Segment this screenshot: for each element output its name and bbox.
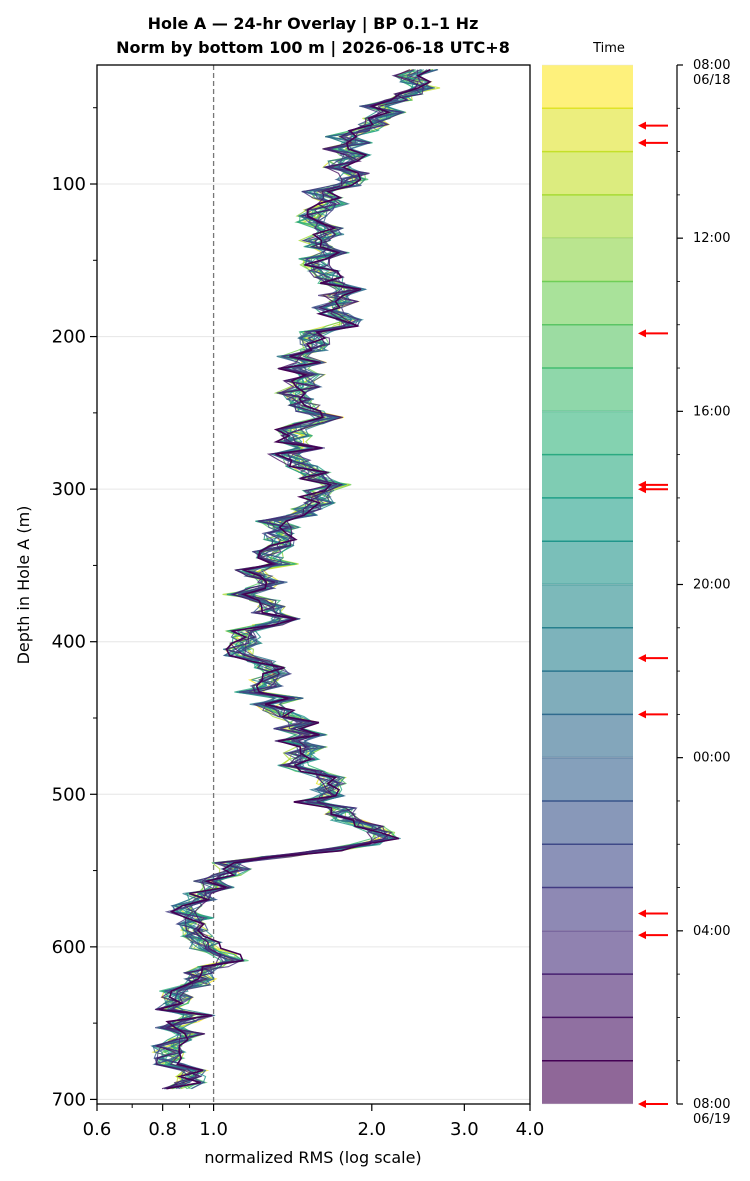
series-line (153, 69, 426, 1090)
plot-frame (96, 64, 531, 1105)
event-arrow-head (638, 329, 646, 338)
colorbar-band (542, 671, 633, 715)
time-tick-label: 20:00 (693, 578, 730, 593)
colorbar-band (542, 714, 633, 758)
colorbar-band (542, 411, 633, 455)
series-line (154, 69, 432, 1090)
colorbar-band (542, 324, 633, 369)
y-tick-label: 300 (52, 479, 86, 500)
time-tick-label: 12:00 (693, 231, 730, 246)
event-arrow-head (638, 909, 646, 918)
time-tick-label: 00:00 (693, 751, 730, 766)
x-tick-label: 1.0 (199, 1119, 228, 1140)
colorbar-band (542, 757, 633, 801)
colorbar-band (542, 281, 633, 325)
series-line (154, 69, 419, 1090)
series-line (154, 69, 430, 1090)
time-tick-label: 16:00 (693, 404, 730, 419)
colorbar-band (542, 108, 633, 152)
series-line (154, 69, 436, 1090)
y-tick-label: 200 (52, 327, 86, 348)
x-tick-label: 0.6 (83, 1119, 112, 1140)
event-arrow-head (638, 1100, 646, 1108)
y-tick-label: 600 (52, 937, 86, 958)
colorbar-band (542, 497, 633, 542)
y-tick-label: 700 (52, 1089, 86, 1110)
colorbar-band (542, 1017, 633, 1061)
chart-subtitle: Norm by bottom 100 m | 2026-06-18 UTC+8 (116, 38, 510, 58)
series-line (151, 69, 433, 1090)
y-tick-label: 400 (52, 632, 86, 653)
event-arrow-head (638, 710, 646, 719)
colorbar-band (542, 541, 633, 585)
chart-title: Hole A — 24-hr Overlay | BP 0.1–1 Hz (148, 14, 479, 34)
y-tick-label: 500 (52, 784, 86, 805)
event-arrow-head (638, 654, 646, 663)
time-tick-label: 06/19 (693, 1112, 730, 1127)
time-tick-label: 08:00 (693, 58, 730, 73)
colorbar-band (542, 627, 633, 672)
time-tick-label: 04:00 (693, 924, 730, 939)
y-axis-label: Depth in Hole A (m) (14, 506, 33, 665)
colorbar-band (542, 584, 633, 628)
x-tick-label: 4.0 (516, 1119, 545, 1140)
y-tick-label: 100 (52, 174, 86, 195)
colorbar-band (542, 65, 633, 109)
colorbar-band (542, 454, 633, 498)
time-tick-label: 08:00 (693, 1097, 730, 1112)
time-tick-label: 06/18 (693, 73, 730, 88)
colorbar-band (542, 844, 633, 888)
event-arrow-head (638, 138, 646, 147)
colorbar-band (542, 1060, 633, 1104)
series-group (150, 68, 441, 1090)
x-tick-label: 2.0 (357, 1119, 386, 1140)
series-line (158, 68, 432, 1090)
series-line (150, 69, 438, 1090)
colorbar-band (542, 800, 633, 845)
x-tick-label: 3.0 (450, 1119, 479, 1140)
event-arrow-head (638, 121, 646, 130)
x-axis-label: normalized RMS (log scale) (204, 1148, 421, 1167)
colorbar-band (542, 368, 633, 412)
x-tick-label: 0.8 (148, 1119, 177, 1140)
colorbar-band (542, 238, 633, 282)
colorbar-label: Time (592, 41, 625, 56)
colorbar-band (542, 151, 633, 195)
colorbar-band (542, 930, 633, 975)
series-line (154, 69, 428, 1090)
colorbar-band (542, 887, 633, 931)
colorbar-band (542, 974, 633, 1018)
event-arrow-head (638, 485, 646, 494)
event-arrow-head (638, 931, 646, 940)
colorbar-band (542, 194, 633, 239)
